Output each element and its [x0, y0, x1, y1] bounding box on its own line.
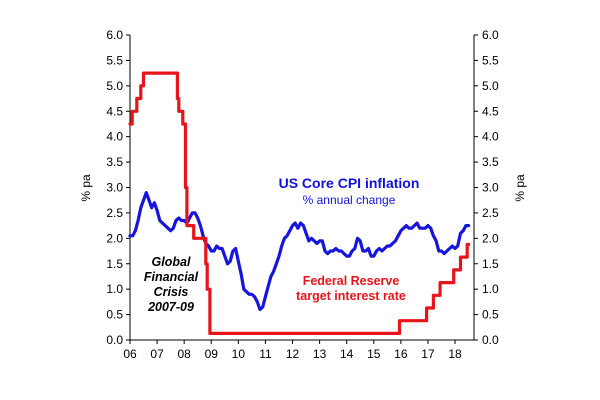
- y-tick-label-right: 3.0: [482, 181, 499, 195]
- y-tick-label-right: 5.5: [482, 53, 499, 67]
- y-axis-right-title: % pa: [513, 174, 527, 202]
- y-tick-label-left: 6.0: [106, 28, 123, 42]
- x-tick-label: 06: [123, 347, 137, 361]
- y-tick-label-left: 0.5: [106, 308, 123, 322]
- x-tick-label: 17: [421, 347, 435, 361]
- y-tick-label-right: 4.0: [482, 130, 499, 144]
- y-tick-label-right: 1.0: [482, 282, 499, 296]
- y-axis-left: 0.0 0.5 1.0 1.5 2.0 2.5 3.0 3.5 4.0 4.5 5.0 5.5 6.0: [106, 28, 130, 347]
- fed-rate-line: [128, 71, 471, 335]
- y-tick-label-left: 2.5: [106, 206, 123, 220]
- gfc-annotation-line3: Crisis: [154, 285, 189, 299]
- x-tick-label: 16: [394, 347, 408, 361]
- y-tick-label-right: 0.0: [482, 333, 499, 347]
- y-tick-label-left: 1.5: [106, 257, 123, 271]
- y-tick-label-left: 3.5: [106, 155, 123, 169]
- y-tick-label-right: 3.5: [482, 155, 499, 169]
- x-tick-label: 14: [340, 347, 354, 361]
- y-tick-label-left: 4.5: [106, 104, 123, 118]
- y-tick-label-left: 4.0: [106, 130, 123, 144]
- x-tick-label: 12: [286, 347, 300, 361]
- cpi-annotation-title: US Core CPI inflation: [279, 175, 420, 191]
- x-tick-label: 10: [232, 347, 246, 361]
- y-tick-label-left: 2.0: [106, 231, 123, 245]
- y-axis-left-title: % pa: [79, 174, 93, 202]
- fed-annotation-line2: target interest rate: [296, 289, 406, 303]
- y-tick-label-left: 3.0: [106, 181, 123, 195]
- y-tick-label-left: 1.0: [106, 282, 123, 296]
- x-tick-label: 15: [367, 347, 381, 361]
- y-tick-label-right: 2.5: [482, 206, 499, 220]
- y-tick-label-right: 6.0: [482, 28, 499, 42]
- gfc-annotation-line4: 2007-09: [147, 300, 194, 314]
- y-tick-label-left: 5.0: [106, 79, 123, 93]
- y-tick-label-right: 4.5: [482, 104, 499, 118]
- x-tick-label: 18: [448, 347, 462, 361]
- cpi-annotation-subtitle: % annual change: [303, 193, 396, 207]
- y-tick-label-left: 0.0: [106, 333, 123, 347]
- y-tick-label-right: 1.5: [482, 257, 499, 271]
- x-tick-label: 09: [205, 347, 219, 361]
- y-axis-right: 0.0 0.5 1.0 1.5 2.0 2.5 3.0 3.5 4.0 4.5 5.0 5.5 6.0: [474, 28, 499, 347]
- fed-annotation-line1: Federal Reserve: [303, 274, 400, 288]
- y-tick-label-left: 5.5: [106, 53, 123, 67]
- x-tick-label: 08: [177, 347, 191, 361]
- y-tick-label-right: 5.0: [482, 79, 499, 93]
- gfc-annotation-line1: Global: [152, 255, 191, 269]
- series-layer: [128, 71, 471, 335]
- gfc-annotation-line2: Financial: [144, 270, 199, 284]
- x-tick-label: 11: [259, 347, 272, 361]
- y-tick-label-right: 0.5: [482, 308, 499, 322]
- x-tick-label: 07: [150, 347, 164, 361]
- y-tick-label-right: 2.0: [482, 231, 499, 245]
- x-axis: 06 07 08 09 10 11 12 13 14 15 16 17 18: [123, 340, 462, 361]
- x-tick-label: 13: [313, 347, 327, 361]
